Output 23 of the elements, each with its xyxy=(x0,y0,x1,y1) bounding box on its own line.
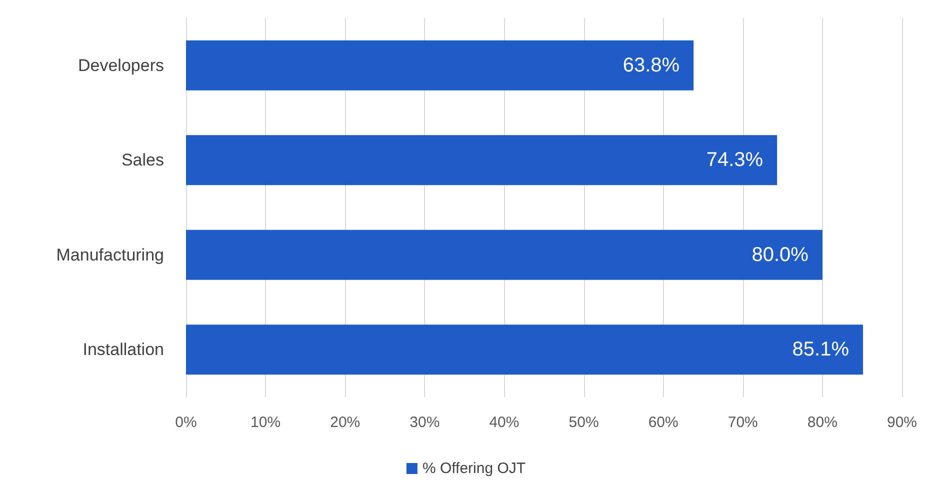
x-tick-label: 10% xyxy=(250,414,281,431)
data-label: 80.0% xyxy=(752,244,809,266)
bar xyxy=(186,135,778,186)
x-tick-label: 40% xyxy=(489,414,520,431)
x-tick-label: 60% xyxy=(648,414,678,431)
x-tick-label: 90% xyxy=(886,414,918,431)
y-tick-label: Sales xyxy=(121,150,164,170)
y-tick-label: Manufacturing xyxy=(56,245,164,264)
bar xyxy=(186,40,694,90)
data-label: 85.1% xyxy=(792,338,850,361)
bar xyxy=(186,230,822,280)
y-tick-label: Installation xyxy=(82,340,164,360)
x-tick-label: 20% xyxy=(330,414,360,431)
x-tick-label: 80% xyxy=(807,414,838,431)
bar xyxy=(186,324,864,375)
x-tick-label: 30% xyxy=(410,414,440,431)
x-tick-label: 0% xyxy=(175,414,197,431)
data-label: 63.8% xyxy=(622,54,680,76)
data-label: 74.3% xyxy=(706,149,764,172)
legend-label: % Offering OJT xyxy=(422,460,526,477)
x-tick-label: 50% xyxy=(568,414,599,431)
x-tick-label: 70% xyxy=(728,414,758,431)
y-tick-label: Developers xyxy=(78,56,164,75)
